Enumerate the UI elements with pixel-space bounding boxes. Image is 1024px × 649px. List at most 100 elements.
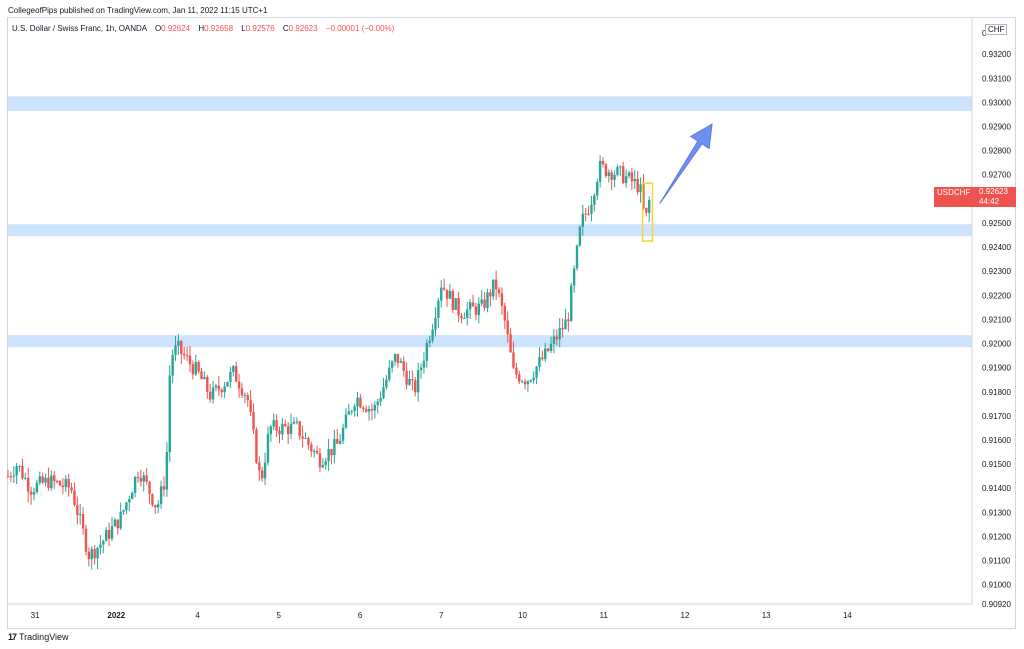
candle-body <box>310 444 313 452</box>
candle-body <box>171 354 174 376</box>
candle-body <box>307 438 310 445</box>
candle-body <box>286 426 290 435</box>
x-tick-label: 5 <box>277 611 282 620</box>
candle-body <box>203 376 206 380</box>
candle-body <box>558 327 561 340</box>
y-tick-label: 0.91600 <box>982 436 1011 445</box>
y-tick-label: 0.92500 <box>982 219 1011 228</box>
candle-body <box>243 395 247 397</box>
y-tick-label: 0.91100 <box>982 557 1011 566</box>
candle-body <box>396 353 400 363</box>
candle-body <box>567 319 570 322</box>
support-resistance-zones <box>8 96 972 348</box>
candle-body <box>570 285 573 322</box>
zone-1[interactable] <box>8 224 972 237</box>
candle-body <box>102 541 105 545</box>
candle-body <box>630 172 634 182</box>
candle-body <box>333 438 336 456</box>
candle-body <box>382 387 385 398</box>
up-arrow-annotation[interactable] <box>659 123 713 204</box>
candle-body <box>128 499 131 503</box>
candle-body <box>232 366 235 372</box>
tradingview-footer[interactable]: 17 TradingView <box>8 632 69 642</box>
candle-body <box>301 436 304 439</box>
candle-body <box>295 421 299 423</box>
candle-body <box>379 397 382 402</box>
candle-body <box>217 385 221 390</box>
chart-frame[interactable] <box>7 17 1016 629</box>
candle-body <box>324 461 327 465</box>
price-axis: 0.93200 0.93100 0.93000 0.92900 0.92800 0.927… <box>971 18 1011 609</box>
candle-body <box>266 434 270 463</box>
candle-body <box>18 465 21 467</box>
candle-body <box>645 207 648 213</box>
candle-body <box>260 470 264 479</box>
candle-body <box>84 528 88 552</box>
candle-body <box>590 204 593 214</box>
candle-body <box>416 370 420 393</box>
candle-body <box>515 367 518 375</box>
x-tick-label: 10 <box>518 611 527 620</box>
tradingview-logo-icon: 17 <box>8 632 17 642</box>
candle-body <box>67 478 70 488</box>
x-tick-label: 2022 <box>107 611 125 620</box>
candle-body <box>607 172 610 177</box>
candle-body <box>180 340 183 354</box>
candle-body <box>428 340 431 343</box>
highlight-rectangle[interactable] <box>641 182 654 242</box>
zone-0[interactable] <box>8 96 972 111</box>
candle-body <box>359 397 362 408</box>
candle-body <box>200 371 203 380</box>
candle-body <box>197 362 200 372</box>
candle-body <box>451 290 455 310</box>
candle-body <box>211 387 215 400</box>
candles <box>6 155 651 570</box>
candle-body <box>284 423 287 427</box>
zone-2[interactable] <box>8 335 972 348</box>
candle-body <box>148 481 151 495</box>
candle-body <box>168 375 171 453</box>
candle-body <box>281 423 284 435</box>
y-tick-label-clipped: 0 <box>982 29 987 38</box>
candle-body <box>182 353 186 356</box>
candle-body <box>408 378 411 385</box>
candle-body <box>448 290 452 299</box>
candle-body <box>122 510 125 512</box>
candle-body <box>584 213 587 215</box>
candle-body <box>642 184 645 208</box>
candle-body <box>32 492 36 495</box>
candle-body <box>194 362 197 375</box>
candle-body <box>520 381 524 383</box>
y-tick-label: 0.92800 <box>982 147 1011 156</box>
candle-body <box>275 420 278 431</box>
currency-selector[interactable]: CHF <box>985 24 1008 35</box>
candle-body <box>53 475 56 482</box>
candle-body <box>431 329 434 341</box>
candle-body <box>364 408 368 412</box>
candle-body <box>29 491 33 495</box>
candle-body <box>362 407 365 409</box>
x-tick-label: 4 <box>195 611 200 620</box>
candle-body <box>318 453 322 468</box>
candle-body <box>509 334 512 353</box>
x-tick-label: 7 <box>439 611 444 620</box>
candle-body <box>468 302 472 310</box>
candle-body <box>116 519 119 529</box>
candle-body <box>142 475 145 482</box>
y-tick-label: 0.92300 <box>982 267 1011 276</box>
x-tick-label: 12 <box>681 611 690 620</box>
candle-body <box>437 300 440 318</box>
candle-body <box>315 450 319 454</box>
publisher-note: CollegeofPips published on TradingView.c… <box>8 6 268 15</box>
candle-body <box>561 327 564 330</box>
candle-body <box>601 161 605 165</box>
candle-body <box>353 406 356 412</box>
candle-body <box>344 414 348 428</box>
candle-body <box>616 167 619 175</box>
candle-body <box>541 357 544 360</box>
candle-body <box>627 172 631 177</box>
candle-body <box>596 181 599 196</box>
y-tick-label: 0.92400 <box>982 243 1011 252</box>
y-tick-label: 0.93100 <box>982 74 1011 83</box>
